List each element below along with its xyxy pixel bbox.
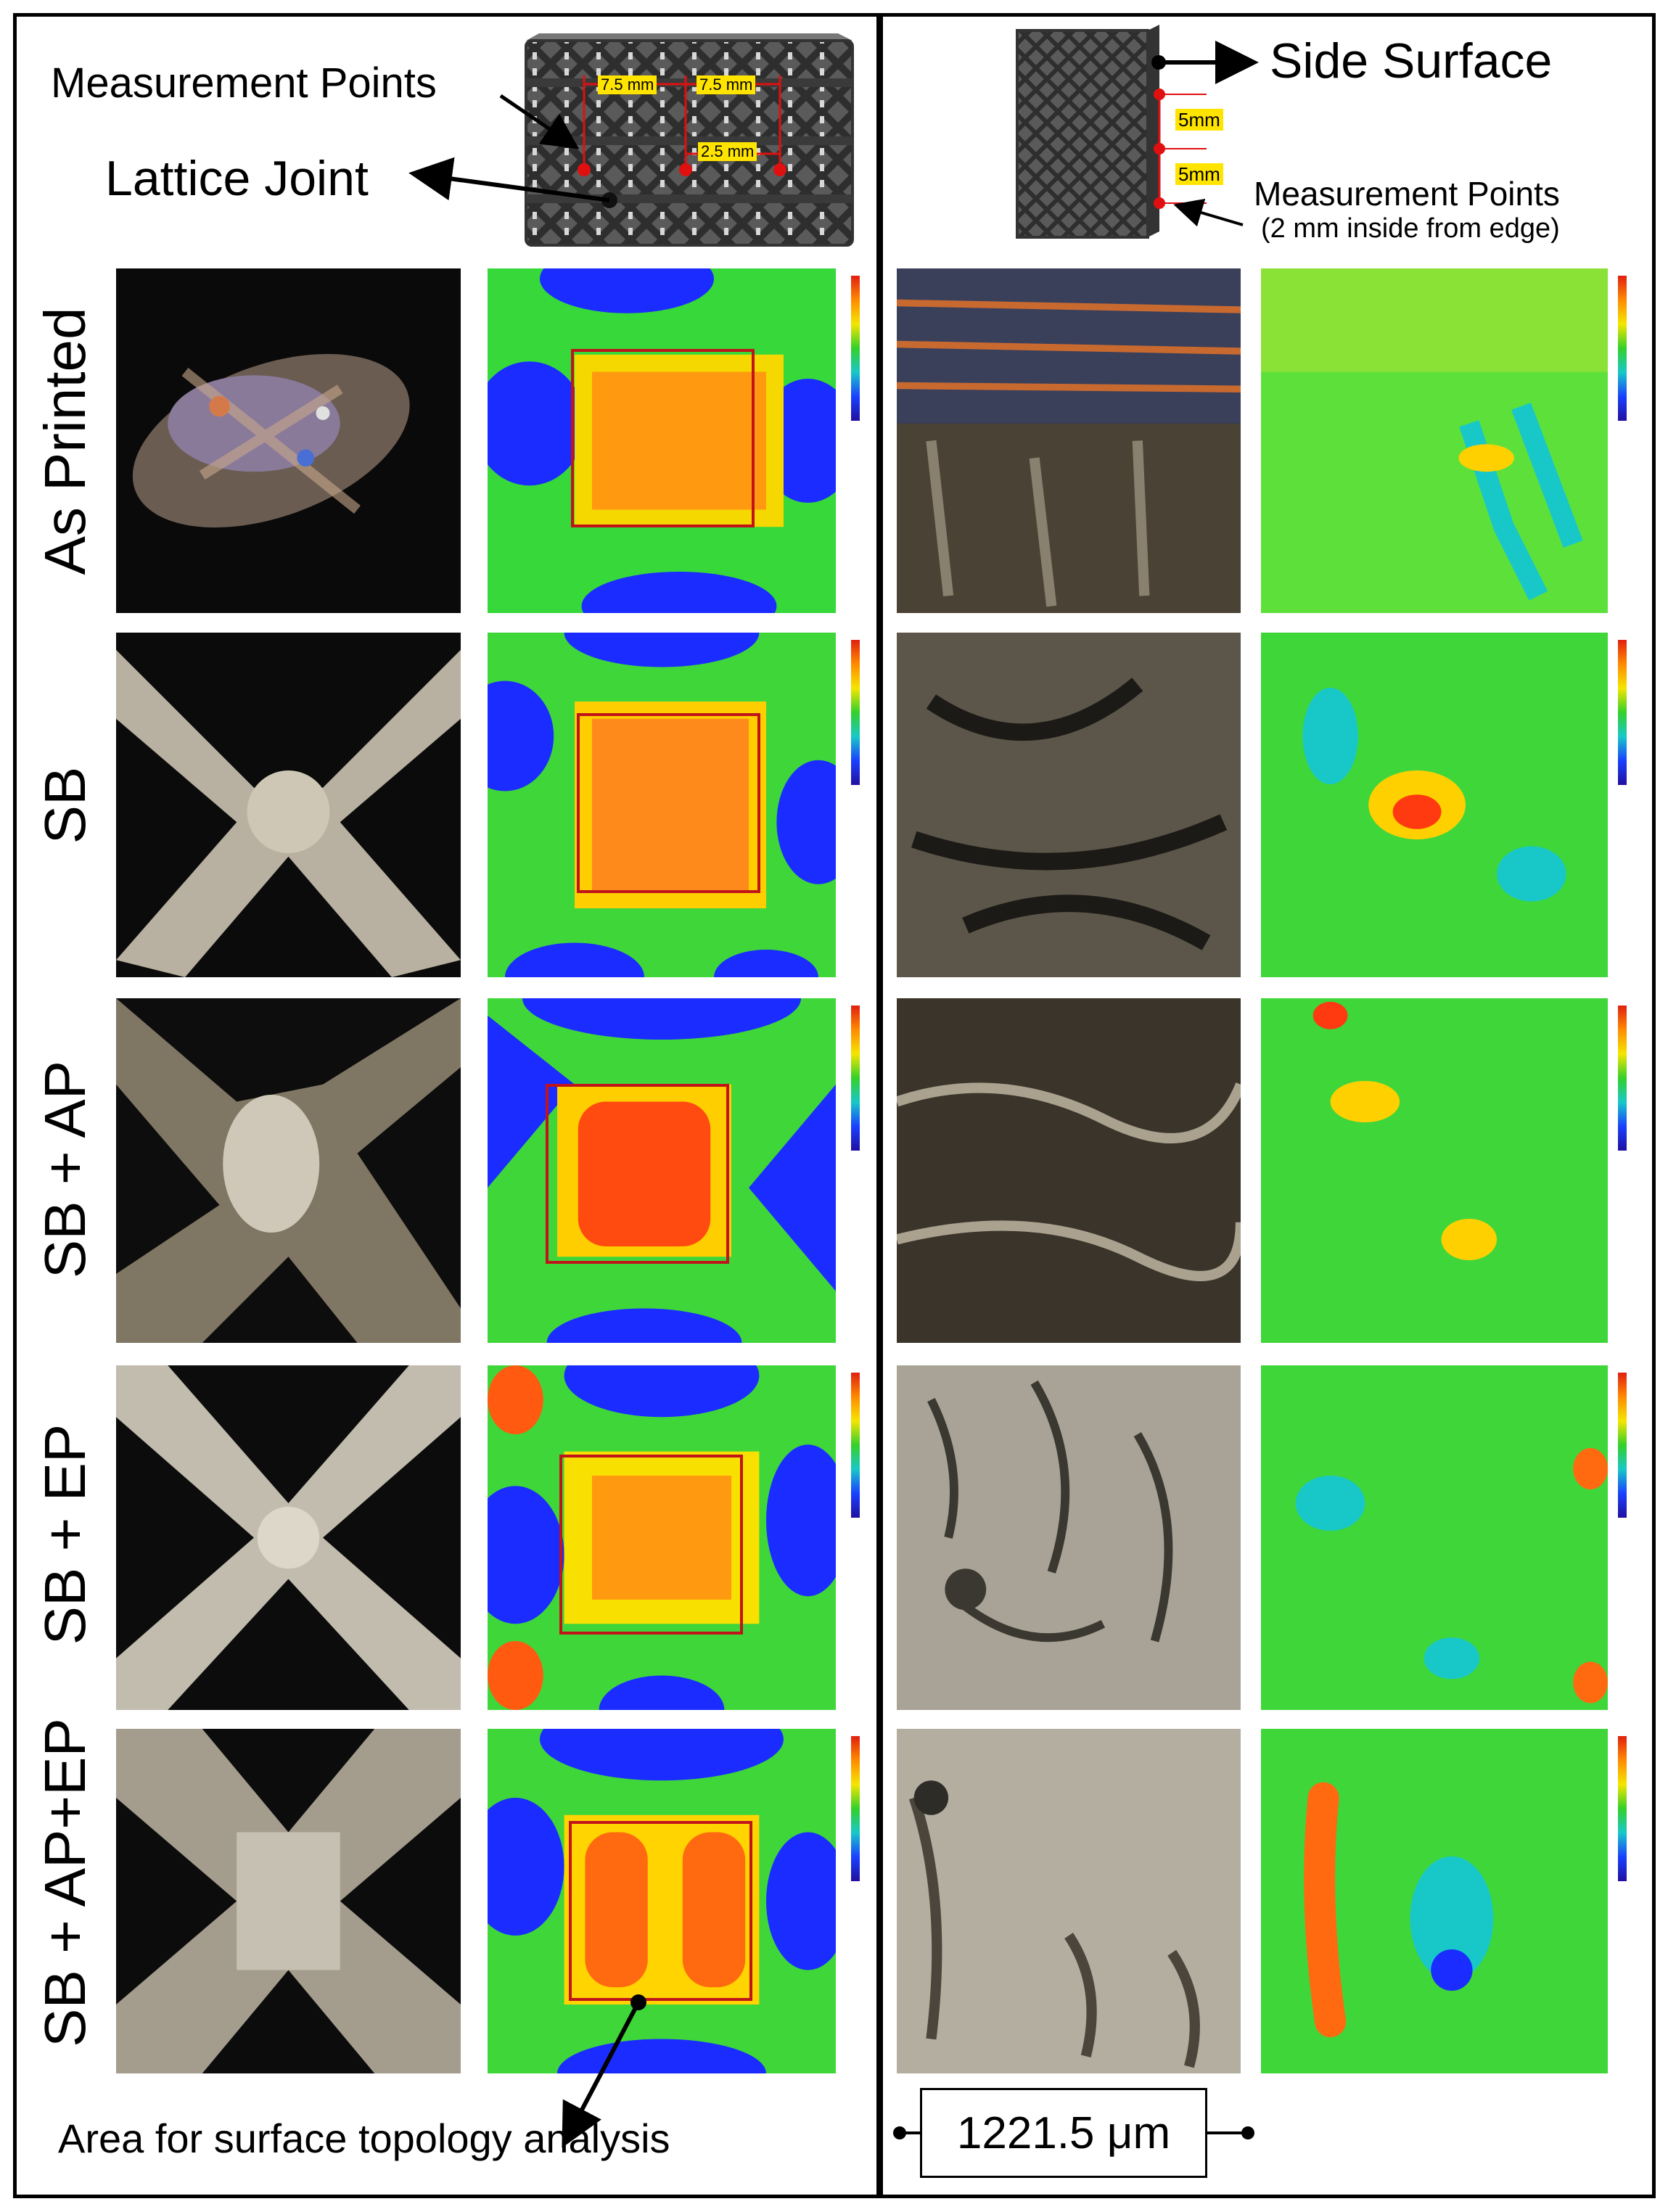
micrograph-lattice-sb-ep [116, 1365, 461, 1710]
micrograph-lattice-sb-ap [116, 998, 461, 1343]
micrograph-lattice-as-printed [116, 268, 461, 613]
heatmap-side-sb-ap-ep [1261, 1729, 1608, 2073]
colorbar-9 [1618, 1373, 1627, 1518]
header-arrows-left [408, 94, 610, 202]
micrograph-lattice-sb [116, 633, 461, 977]
dimension-tag-3: 2.5 mm [698, 142, 757, 161]
analysis-box-as-printed [571, 349, 755, 527]
micrograph-side-as-printed [897, 268, 1241, 613]
colorbar-6 [1618, 276, 1627, 421]
colorbar-4 [851, 1373, 860, 1518]
micrograph-side-sb-ap-ep [897, 1729, 1241, 2073]
colorbar-7 [1618, 640, 1627, 785]
side-surface-marks [1151, 41, 1259, 227]
heatmap-side-sb-ap [1261, 998, 1608, 1343]
dimension-tag-2: 7.5 mm [697, 75, 756, 94]
measurement-points-label: Measurement Points [51, 59, 437, 107]
colorbar-10 [1618, 1736, 1627, 1881]
lattice-joint-label: Lattice Joint [105, 151, 369, 206]
right-panel-frame [879, 13, 1656, 2198]
side-measurement-note: (2 mm inside from edge) [1261, 213, 1560, 244]
side-dimension-tag-1: 5mm [1175, 109, 1223, 131]
area-caption: Area for surface topology analysis [58, 2116, 670, 2161]
side-surface-label: Side Surface [1270, 33, 1553, 89]
left-panel-frame [13, 13, 880, 2198]
analysis-box-sb [577, 713, 760, 893]
micrograph-side-sb [897, 633, 1241, 977]
heatmap-lattice-sb-ap-ep [488, 1729, 836, 2073]
side-dimension-tag-2: 5mm [1175, 163, 1223, 185]
side-measurement-points-label: Measurement Points [1254, 175, 1560, 213]
analysis-box-sb-ap-ep [569, 1821, 752, 2001]
heatmap-side-as-printed [1261, 268, 1608, 613]
row-label-sb: SB [33, 766, 97, 844]
analysis-box-sb-ep [559, 1455, 743, 1635]
heatmap-side-sb-ep [1261, 1365, 1608, 1710]
colorbar-1 [851, 276, 860, 421]
micrograph-side-sb-ep [897, 1365, 1241, 1710]
side-surface-illustration [1014, 25, 1159, 242]
scale-bar-box: 1221.5 μm [920, 2088, 1207, 2178]
scale-bar-label: 1221.5 μm [956, 2108, 1171, 2158]
area-caption-arrow [562, 1994, 646, 2148]
colorbar-8 [1618, 1006, 1627, 1151]
row-label-sb-ep: SB + EP [33, 1423, 97, 1645]
colorbar-3 [851, 1006, 860, 1151]
micrograph-lattice-sb-ap-ep [116, 1729, 461, 2073]
heatmap-lattice-sb [488, 633, 836, 977]
heatmap-lattice-sb-ep [488, 1365, 836, 1710]
colorbar-2 [851, 640, 860, 785]
colorbar-5 [851, 1736, 860, 1881]
row-label-sb-ap: SB + AP [33, 1060, 97, 1279]
heatmap-side-sb [1261, 633, 1608, 977]
analysis-box-sb-ap [546, 1084, 729, 1264]
micrograph-side-sb-ap [897, 998, 1241, 1343]
heatmap-lattice-as-printed [488, 268, 836, 613]
dimension-tag-1: 7.5 mm [598, 75, 657, 94]
row-label-as-printed: As Printed [33, 307, 97, 575]
